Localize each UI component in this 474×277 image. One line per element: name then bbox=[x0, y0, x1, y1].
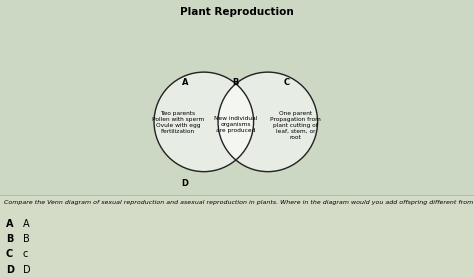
Bar bbox=[0, 0, 474, 195]
Text: A: A bbox=[23, 219, 29, 229]
Text: B: B bbox=[23, 234, 29, 244]
Bar bbox=[0, 195, 474, 277]
Text: C: C bbox=[6, 249, 13, 259]
Text: Compare the Venn diagram of sexual reproduction and asexual reproduction in plan: Compare the Venn diagram of sexual repro… bbox=[4, 200, 474, 205]
Text: Plant Reproduction: Plant Reproduction bbox=[180, 7, 294, 17]
Text: New individual
organisms
are produced: New individual organisms are produced bbox=[214, 116, 257, 133]
Text: D: D bbox=[182, 179, 188, 188]
Text: D: D bbox=[23, 265, 30, 275]
Ellipse shape bbox=[155, 73, 253, 171]
Text: B: B bbox=[233, 78, 239, 87]
Text: A: A bbox=[6, 219, 13, 229]
Text: A: A bbox=[182, 78, 188, 87]
Text: C: C bbox=[284, 78, 290, 87]
Text: c: c bbox=[23, 249, 28, 259]
Ellipse shape bbox=[219, 73, 317, 171]
Text: D: D bbox=[6, 265, 14, 275]
Text: Two parents
Pollen with sperm
Ovule with egg
Fertilization: Two parents Pollen with sperm Ovule with… bbox=[152, 111, 204, 134]
Text: One parent
Propagation from
plant cutting of
leaf, stem, or
root: One parent Propagation from plant cuttin… bbox=[270, 111, 321, 140]
Text: B: B bbox=[6, 234, 13, 244]
